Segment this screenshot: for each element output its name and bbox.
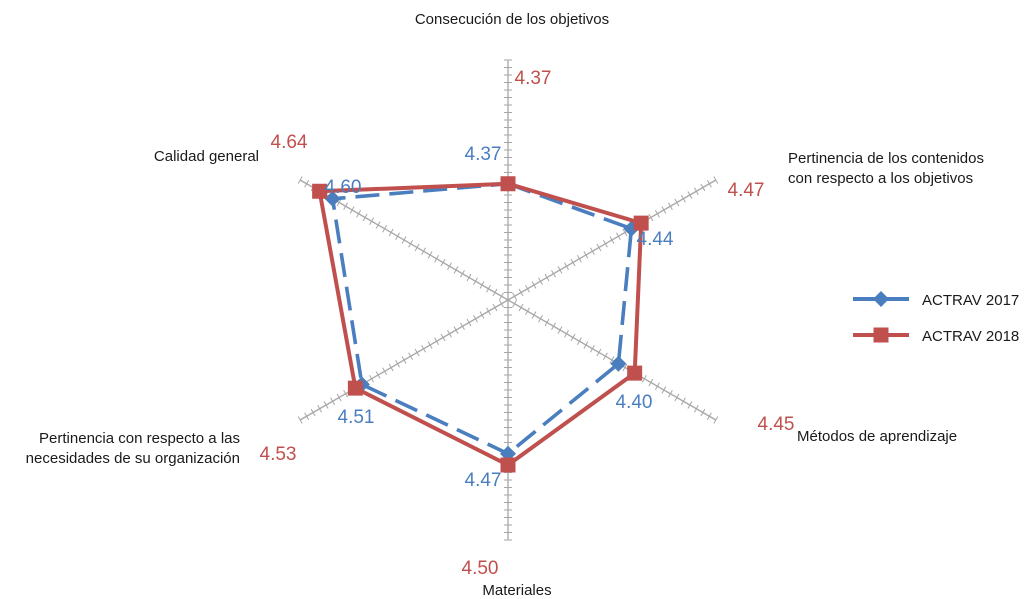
radar-series — [312, 175, 649, 473]
point-1-0 — [500, 176, 516, 192]
axis-ticks-1 — [512, 176, 719, 300]
value-label-0-3: 4.47 — [465, 470, 502, 491]
point-1-1 — [633, 215, 649, 231]
value-label-1-0: 4.37 — [515, 68, 552, 89]
axis-label-4-1: necesidades de su organización — [26, 450, 240, 467]
value-label-0-1: 4.44 — [637, 229, 674, 250]
point-1-3 — [500, 457, 516, 473]
point-0-2 — [610, 355, 627, 372]
value-label-0-2: 4.40 — [616, 392, 653, 413]
radar-axes — [297, 59, 719, 541]
legend-marker-diamond-icon — [873, 291, 889, 307]
axis-label-1-1: con respecto a los objetivos — [788, 170, 973, 187]
value-label-1-3: 4.50 — [462, 558, 499, 579]
axis-label-2-0: Métodos de aprendizaje — [797, 428, 957, 445]
legend-label-2017: ACTRAV 2017 — [922, 292, 1019, 309]
value-label-1-1: 4.47 — [728, 180, 765, 201]
point-0-5 — [324, 190, 341, 207]
axis-labels: Consecución de los objetivos Pertinencia … — [26, 11, 984, 599]
value-label-1-4: 4.53 — [260, 444, 297, 465]
value-label-0-0: 4.37 — [465, 144, 502, 165]
value-label-1-2: 4.45 — [758, 414, 795, 435]
axis-ticks-2 — [512, 300, 719, 424]
legend-marker-square-icon — [873, 327, 889, 343]
legend-item-2018: ACTRAV 2018 — [853, 327, 1019, 345]
legend: ACTRAV 2017 ACTRAV 2018 — [853, 291, 1019, 345]
axis-label-5-0: Calidad general — [154, 148, 259, 165]
legend-label-2018: ACTRAV 2018 — [922, 328, 1019, 345]
axis-label-1-0: Pertinencia de los contenidos — [788, 150, 984, 167]
value-labels: 4.37 4.44 4.40 4.47 4.51 4.60 4.37 4.47 4.45 4.50… — [260, 68, 795, 579]
point-1-2 — [627, 365, 643, 381]
point-1-5 — [312, 183, 328, 199]
axis-label-3-0: Materiales — [482, 582, 551, 599]
value-label-0-5: 4.60 — [325, 177, 362, 198]
axis-label-0-0: Consecución de los objetivos — [415, 11, 609, 28]
value-label-0-4: 4.51 — [338, 407, 375, 428]
point-1-4 — [347, 380, 363, 396]
value-label-1-5: 4.64 — [271, 132, 308, 153]
axis-label-4-0: Pertinencia con respecto a las — [39, 430, 240, 447]
legend-item-2017: ACTRAV 2017 — [853, 291, 1019, 309]
